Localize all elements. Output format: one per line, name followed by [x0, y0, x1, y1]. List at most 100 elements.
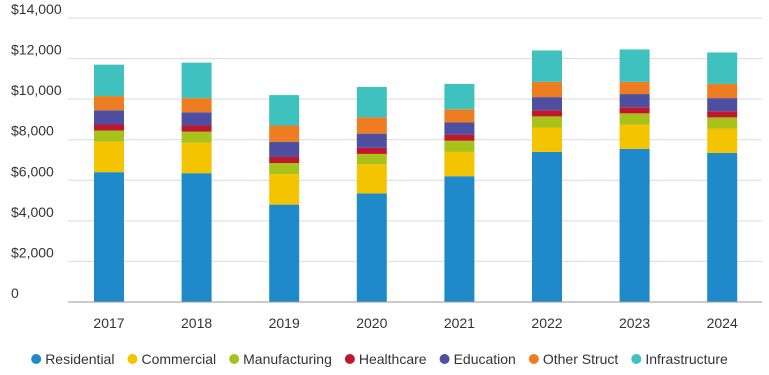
bar-segment-education	[356, 133, 387, 148]
bar-stack-2018	[181, 62, 212, 302]
bar-segment-residential	[269, 204, 300, 302]
bar-segment-education	[181, 112, 212, 126]
bar-segment-residential	[94, 172, 124, 302]
bar-segment-infrastructure	[269, 95, 300, 126]
legend-label: Commercial	[141, 351, 216, 367]
bars	[94, 49, 738, 302]
legend-item-residential: Residential	[31, 351, 114, 367]
bar-segment-other-struct	[356, 117, 387, 134]
bar-stack-2022	[532, 50, 562, 302]
x-tick-label: 2018	[181, 315, 212, 331]
legend-swatch	[31, 354, 42, 364]
bar-stack-2019	[269, 95, 300, 302]
bar-segment-infrastructure	[619, 49, 650, 82]
bar-segment-infrastructure	[532, 50, 562, 82]
bar-segment-education	[94, 110, 124, 125]
bar-segment-commercial	[181, 142, 212, 174]
bar-segment-residential	[444, 176, 475, 302]
y-axis-tick-labels: 0 $2,000 $4,000 $6,000 $8,000 $10,000 $12,000 $…	[11, 1, 62, 301]
legend-swatch	[528, 354, 539, 364]
bar-segment-healthcare	[356, 147, 387, 154]
bar-segment-manufacturing	[532, 116, 562, 128]
bar-segment-other-struct	[181, 98, 212, 113]
legend-item-commercial: Commercial	[127, 351, 216, 367]
bar-segment-manufacturing	[356, 153, 387, 165]
bar-segment-healthcare	[181, 125, 212, 132]
y-tick-label: 0	[11, 285, 19, 301]
bar-segment-manufacturing	[707, 117, 738, 129]
bar-segment-other-struct	[532, 81, 562, 98]
bar-stack-2024	[707, 52, 738, 302]
legend-swatch	[631, 354, 642, 364]
bar-segment-other-struct	[619, 81, 650, 95]
bar-segment-residential	[356, 193, 387, 302]
bar-stack-2023	[619, 49, 650, 302]
y-tick-label: $6,000	[11, 163, 54, 179]
bar-segment-healthcare	[94, 124, 124, 131]
legend-label: Infrastructure	[645, 351, 728, 367]
legend-label: Healthcare	[359, 351, 427, 367]
bar-segment-healthcare	[532, 110, 562, 117]
bar-segment-other-struct	[269, 125, 300, 142]
bar-segment-infrastructure	[356, 86, 387, 118]
bar-segment-residential	[707, 152, 738, 302]
bar-segment-infrastructure	[444, 83, 475, 110]
bar-segment-education	[444, 122, 475, 135]
legend-item-infrastructure: Infrastructure	[631, 351, 728, 367]
bar-segment-healthcare	[444, 134, 475, 141]
y-tick-label: $14,000	[11, 1, 62, 17]
legend-label: Residential	[45, 351, 114, 367]
x-tick-label: 2020	[356, 315, 387, 331]
y-tick-label: $8,000	[11, 123, 54, 139]
bar-stack-2020	[356, 86, 387, 302]
bar-segment-other-struct	[707, 83, 738, 99]
x-tick-label: 2022	[531, 315, 562, 331]
x-tick-label: 2023	[619, 315, 650, 331]
y-tick-label: $10,000	[11, 82, 62, 98]
legend-item-other-struct: Other Struct	[528, 351, 618, 367]
bar-segment-education	[619, 94, 650, 108]
y-tick-label: $12,000	[11, 42, 62, 58]
x-tick-label: 2019	[269, 315, 300, 331]
bar-segment-education	[269, 141, 300, 157]
x-axis-tick-labels: 2017 2018 2019 2020 2021 2022 2023 2024	[93, 315, 738, 331]
x-tick-label: 2017	[93, 315, 124, 331]
bar-segment-manufacturing	[444, 140, 475, 152]
bar-segment-manufacturing	[181, 131, 212, 143]
bar-segment-infrastructure	[94, 64, 124, 97]
bar-segment-healthcare	[707, 111, 738, 118]
gridlines	[68, 17, 762, 262]
bar-segment-commercial	[356, 164, 387, 194]
bar-segment-commercial	[619, 124, 650, 149]
bar-segment-residential	[532, 151, 562, 302]
legend-item-education: Education	[439, 351, 516, 367]
legend-item-healthcare: Healthcare	[344, 351, 427, 367]
bar-segment-healthcare	[269, 156, 300, 164]
bar-segment-manufacturing	[619, 113, 650, 125]
bar-segment-manufacturing	[269, 163, 300, 175]
bar-segment-commercial	[444, 151, 475, 177]
bar-segment-education	[707, 98, 738, 112]
legend-swatch	[229, 354, 240, 364]
bar-segment-residential	[181, 173, 212, 302]
bar-segment-commercial	[532, 127, 562, 152]
bar-stack-2021	[444, 83, 475, 302]
bar-segment-commercial	[707, 128, 738, 153]
bar-segment-education	[532, 97, 562, 111]
legend-item-manufacturing: Manufacturing	[229, 351, 332, 367]
x-tick-label: 2024	[707, 315, 738, 331]
legend-swatch	[344, 354, 355, 364]
legend: Residential Commercial Manufacturing Health…	[31, 351, 728, 367]
bar-segment-other-struct	[94, 96, 124, 111]
bar-segment-infrastructure	[707, 52, 738, 84]
bar-segment-commercial	[269, 174, 300, 205]
bar-segment-other-struct	[444, 109, 475, 123]
bar-segment-healthcare	[619, 107, 650, 114]
bar-segment-infrastructure	[181, 62, 212, 99]
legend-label: Manufacturing	[243, 351, 332, 367]
legend-swatch	[439, 354, 450, 364]
legend-label: Education	[454, 351, 516, 367]
y-tick-label: $4,000	[11, 204, 54, 220]
legend-swatch	[127, 354, 138, 364]
